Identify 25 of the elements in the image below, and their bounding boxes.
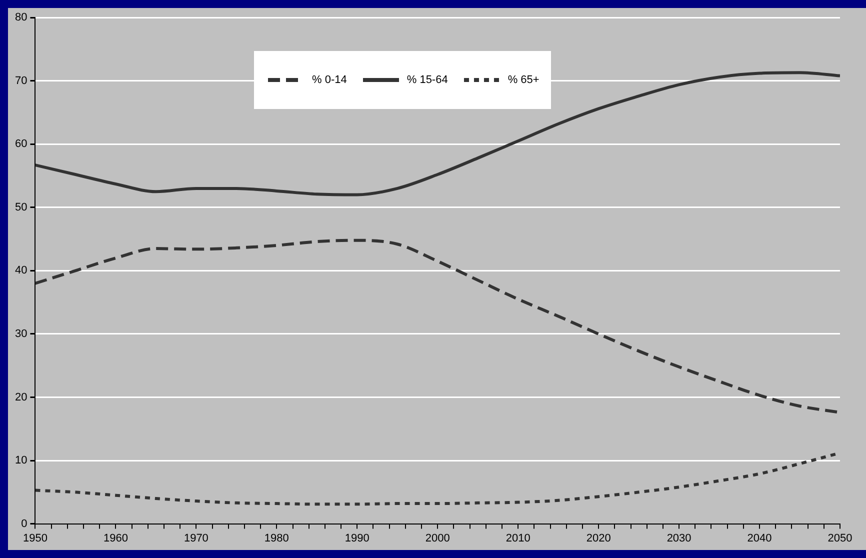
line-series <box>35 71 840 196</box>
x-tick-label: 1970 <box>184 532 208 544</box>
x-tick-label: 2030 <box>666 532 692 544</box>
y-tick-label: 80 <box>14 12 28 24</box>
y-tick-label: 50 <box>14 201 28 214</box>
x-tick-label: 2050 <box>828 532 852 544</box>
legend-label: % 0-14 <box>312 74 347 86</box>
y-tick-label: 0 <box>21 518 28 530</box>
x-tick-label: 1990 <box>344 532 370 544</box>
x-tick-label: 1960 <box>103 532 128 544</box>
y-tick-label: 60 <box>14 138 28 150</box>
x-tick-label: 1950 <box>22 532 48 544</box>
x-tick-label: 1980 <box>264 532 289 544</box>
x-tick-label: 2040 <box>747 532 772 544</box>
x-tick-label: 2020 <box>586 532 611 544</box>
y-tick-label: 10 <box>14 454 28 467</box>
y-tick-label: 40 <box>14 264 28 277</box>
legend-label: % 15-64 <box>406 74 448 86</box>
x-tick-label: 2000 <box>425 532 450 544</box>
x-tick-label: 2010 <box>506 532 530 544</box>
line-series <box>35 238 840 414</box>
y-tick-label: 70 <box>14 74 28 87</box>
y-tick-label: 20 <box>14 391 28 404</box>
legend-label: % 65+ <box>508 74 540 86</box>
y-tick-label: 30 <box>14 328 28 340</box>
